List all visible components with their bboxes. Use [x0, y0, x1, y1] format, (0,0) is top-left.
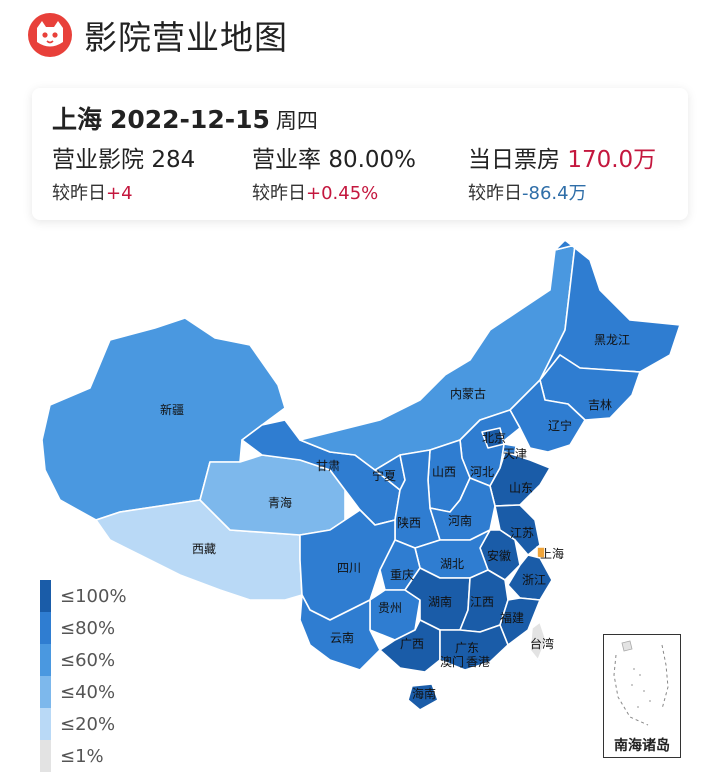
- label-shandong: 山东: [509, 481, 533, 495]
- legend-item: ≤20%: [40, 708, 127, 740]
- box-office-stat: 当日票房 170.0万: [468, 140, 656, 174]
- report-date: 2022-12-15: [109, 105, 270, 134]
- label-macau: 澳门: [440, 654, 464, 669]
- label-hongkong: 香港: [466, 655, 490, 669]
- box-office-value: 170.0万: [567, 147, 657, 173]
- legend-label: ≤100%: [60, 585, 127, 607]
- label-shanxi: 山西: [432, 465, 456, 479]
- legend-swatch: [40, 676, 51, 708]
- cinemas-value: 284: [151, 147, 196, 173]
- label-beijing: 北京: [482, 431, 506, 445]
- legend-item: ≤60%: [40, 644, 127, 676]
- rate-delta-label: 较昨日: [252, 183, 306, 204]
- south-china-sea-inset: 南海诸岛: [603, 634, 681, 758]
- cinemas-delta-line: 较昨日+4: [52, 179, 133, 205]
- rate-label: 营业率: [252, 147, 321, 173]
- legend-item: ≤40%: [40, 676, 127, 708]
- rate-value: 80.00%: [328, 147, 417, 173]
- legend-label: ≤80%: [60, 617, 116, 639]
- legend-label: ≤40%: [60, 681, 116, 703]
- label-anhui: 安徽: [487, 548, 511, 563]
- region-taiwan[interactable]: [529, 621, 547, 661]
- inset-label: 南海诸岛: [614, 738, 670, 754]
- app-header: 影院营业地图: [28, 10, 288, 60]
- city-date-line: 上海 2022-12-15 周四: [52, 100, 318, 136]
- weekday: 周四: [275, 109, 318, 133]
- legend-swatch: [40, 740, 51, 772]
- legend-swatch: [40, 612, 51, 644]
- map-legend: ≤100% ≤80% ≤60% ≤40% ≤20% ≤1%: [40, 580, 127, 772]
- rate-delta-line: 较昨日+0.45%: [252, 179, 378, 205]
- label-henan: 河南: [448, 513, 472, 528]
- region-qinghai[interactable]: [199, 454, 346, 536]
- summary-card: 上海 2022-12-15 周四 营业影院 284 较昨日+4 营业率 80.00…: [32, 88, 688, 220]
- label-hainan: 海南: [412, 686, 436, 701]
- cinemas-stat: 营业影院 284: [52, 140, 195, 174]
- label-yunnan: 云南: [330, 630, 354, 645]
- region-hainan[interactable]: [407, 683, 439, 711]
- label-guizhou: 贵州: [378, 601, 402, 615]
- rate-delta: +0.45%: [306, 183, 379, 204]
- region-guangdong[interactable]: [439, 624, 509, 671]
- box-office-delta: -86.4万: [522, 183, 587, 204]
- label-neimenggu: 内蒙古: [450, 386, 486, 401]
- legend-item: ≤1%: [40, 740, 127, 772]
- app-title: 影院营业地图: [84, 18, 288, 57]
- city-name: 上海: [52, 105, 103, 134]
- region-liaoning[interactable]: [509, 379, 586, 453]
- label-xinjiang: 新疆: [160, 402, 184, 417]
- legend-swatch: [40, 580, 51, 612]
- label-chongqing: 重庆: [390, 568, 414, 582]
- label-zhejiang: 浙江: [522, 573, 546, 587]
- label-hubei: 湖北: [440, 556, 464, 571]
- legend-label: ≤1%: [60, 745, 104, 767]
- legend-label: ≤60%: [60, 649, 116, 671]
- cinemas-delta-label: 较昨日: [52, 183, 106, 204]
- cat-face-icon: [28, 13, 72, 57]
- label-ningxia: 宁夏: [372, 468, 396, 483]
- region-guizhou[interactable]: [369, 589, 421, 641]
- label-guangdong: 广东: [455, 641, 479, 655]
- legend-swatch: [40, 708, 51, 740]
- rate-stat: 营业率 80.00%: [252, 140, 416, 174]
- region-yunnan[interactable]: [299, 594, 381, 671]
- label-guangxi: 广西: [400, 637, 424, 651]
- label-heilongjiang: 黑龙江: [594, 333, 630, 347]
- label-shaanxi: 陕西: [397, 515, 421, 530]
- label-sichuan: 四川: [337, 561, 361, 575]
- label-tianjin: 天津: [503, 447, 527, 461]
- legend-item: ≤100%: [40, 580, 127, 612]
- cinemas-delta: +4: [106, 183, 133, 204]
- label-jiangxi: 江西: [470, 595, 494, 609]
- box-office-delta-label: 较昨日: [468, 183, 522, 204]
- label-taiwan: 台湾: [530, 636, 554, 651]
- cinemas-label: 营业影院: [52, 147, 144, 173]
- label-hebei: 河北: [470, 465, 494, 479]
- label-gansu: 甘肃: [316, 459, 340, 473]
- label-hunan: 湖南: [428, 594, 452, 609]
- legend-swatch: [40, 644, 51, 676]
- legend-label: ≤20%: [60, 713, 116, 735]
- region-zhejiang[interactable]: [507, 554, 553, 601]
- box-office-label: 当日票房: [468, 147, 560, 173]
- label-xizang: 西藏: [192, 542, 216, 556]
- region-shanghai[interactable]: [536, 546, 546, 559]
- label-jilin: 吉林: [588, 398, 612, 412]
- label-jiangsu: 江苏: [510, 526, 534, 540]
- label-shanghai: 上海: [540, 546, 564, 561]
- label-fujian: 福建: [500, 610, 524, 625]
- label-liaoning: 辽宁: [548, 418, 572, 433]
- inset-map: [613, 640, 669, 726]
- legend-item: ≤80%: [40, 612, 127, 644]
- label-qinghai: 青海: [268, 495, 292, 510]
- box-office-delta-line: 较昨日-86.4万: [468, 179, 587, 205]
